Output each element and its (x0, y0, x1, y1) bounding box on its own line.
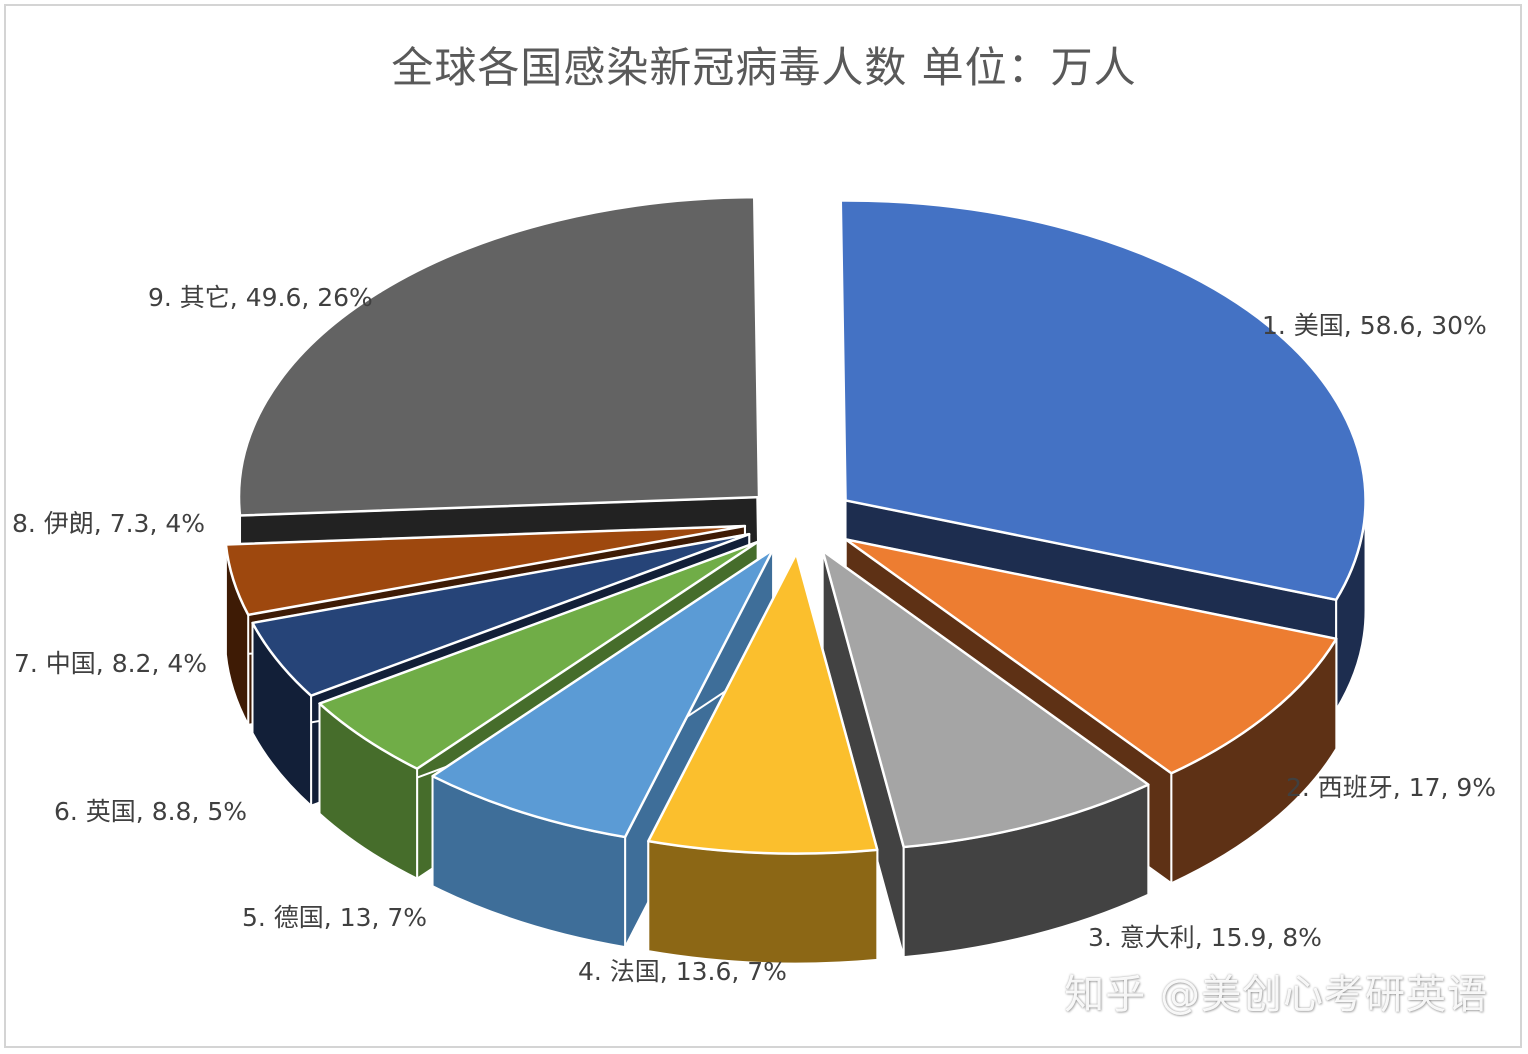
data-label-7: 7. 中国, 8.2, 4% (14, 649, 207, 678)
slice-top (839, 199, 1367, 602)
chart-title: 全球各国感染新冠病毒人数 单位：万人 (391, 43, 1137, 92)
data-label-4: 4. 法国, 13.6, 7% (578, 957, 787, 986)
data-label-5: 5. 德国, 13, 7% (242, 903, 427, 932)
slice-top (431, 548, 775, 839)
data-label-9: 9. 其它, 49.6, 26% (148, 283, 373, 312)
slice-side (647, 840, 879, 965)
slice-top (844, 538, 1338, 775)
data-label-6: 6. 英国, 8.8, 5% (54, 797, 247, 826)
slice-top (251, 532, 751, 697)
slice-top (224, 524, 747, 617)
watermark: 知乎 @美创心考研英语 (1064, 972, 1488, 1018)
slice-top (821, 549, 1150, 849)
slice-top (318, 540, 759, 770)
data-label-2: 2. 西班牙, 17, 9% (1286, 773, 1496, 802)
pie-slice-4 (647, 552, 879, 965)
data-label-8: 8. 伊朗, 7.3, 4% (12, 509, 205, 538)
data-label-1: 1. 美国, 58.6, 30% (1262, 311, 1487, 340)
data-label-3: 3. 意大利, 15.9, 8% (1088, 923, 1322, 952)
pie-slice-3 (821, 549, 1150, 959)
slice-top (647, 552, 879, 855)
slice-top (237, 195, 761, 517)
